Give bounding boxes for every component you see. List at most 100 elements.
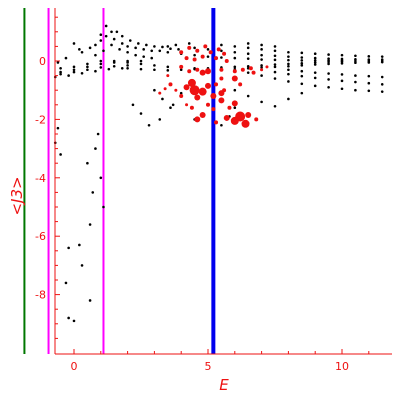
data-point — [56, 126, 60, 130]
data-point — [126, 45, 129, 48]
data-point — [112, 37, 116, 41]
data-point — [166, 69, 170, 72]
data-point — [313, 63, 317, 66]
data-point — [260, 43, 263, 47]
data-point — [354, 88, 357, 92]
data-point — [150, 56, 154, 60]
data-point — [380, 83, 384, 86]
highlight-point — [192, 57, 197, 62]
data-point — [354, 57, 357, 61]
data-point — [139, 59, 143, 63]
data-point — [233, 65, 237, 69]
data-point — [260, 48, 263, 51]
data-point — [287, 62, 290, 66]
data-point — [246, 42, 250, 45]
data-point — [139, 62, 143, 66]
data-point — [99, 33, 103, 37]
data-point — [300, 62, 304, 65]
data-point — [112, 59, 116, 63]
data-point — [260, 100, 263, 104]
data-point — [99, 176, 103, 180]
data-point — [246, 52, 250, 55]
data-point — [59, 153, 62, 156]
data-point — [354, 80, 357, 84]
y-tick-label: -4 — [35, 172, 46, 185]
highlight-point — [245, 112, 252, 119]
data-point — [161, 97, 164, 101]
data-point — [327, 85, 330, 89]
data-point — [86, 161, 89, 165]
highlight-point — [222, 51, 227, 56]
data-point — [287, 58, 290, 62]
data-point — [313, 84, 317, 88]
data-point — [166, 50, 170, 54]
data-point — [134, 53, 137, 57]
highlight-point — [216, 47, 221, 52]
highlight-point — [208, 50, 213, 55]
data-point — [287, 50, 290, 54]
y-tick-label: 0 — [39, 55, 46, 68]
highlight-point — [199, 112, 206, 119]
data-point — [273, 49, 277, 53]
data-point — [126, 61, 129, 64]
highlight-point — [214, 82, 219, 87]
data-point — [88, 223, 92, 226]
highlight-point — [179, 64, 184, 69]
data-point — [300, 56, 304, 59]
highlight-point — [260, 68, 264, 72]
data-point — [56, 61, 60, 64]
data-point — [246, 46, 250, 50]
data-point — [246, 64, 250, 68]
data-point — [179, 68, 183, 72]
data-point — [94, 147, 97, 150]
data-point — [273, 45, 277, 48]
data-point — [380, 75, 384, 79]
data-point — [147, 123, 151, 127]
data-point — [107, 67, 111, 71]
data-point — [187, 42, 191, 45]
highlight-point — [219, 76, 224, 81]
data-point — [86, 62, 89, 66]
data-point — [126, 67, 129, 70]
highlight-point — [187, 45, 192, 50]
data-point — [80, 50, 84, 54]
data-point — [153, 68, 156, 72]
data-point — [99, 39, 103, 42]
data-point — [300, 51, 304, 55]
highlight-point — [205, 68, 211, 75]
data-point — [220, 49, 223, 53]
data-point — [367, 61, 371, 64]
data-point — [206, 55, 210, 58]
data-point — [128, 39, 132, 42]
x-tick-label: 10 — [335, 360, 349, 373]
data-point — [99, 62, 103, 66]
data-point — [153, 45, 156, 48]
y-ticks: 0 -2 -4 -6 -8 — [35, 16, 60, 339]
data-point — [300, 64, 304, 67]
x-axis-title: E — [219, 376, 229, 394]
highlight-point — [240, 67, 245, 72]
highlight-point — [187, 69, 192, 74]
data-point — [260, 53, 263, 57]
data-point — [220, 56, 223, 59]
data-point — [104, 34, 108, 38]
data-point — [158, 118, 162, 121]
highlight-point — [166, 74, 170, 78]
data-point — [273, 54, 277, 58]
highlight-point — [218, 90, 225, 97]
data-point — [94, 43, 97, 47]
data-point — [80, 264, 84, 267]
data-point — [367, 89, 371, 93]
data-point — [78, 243, 81, 247]
data-point — [340, 62, 344, 65]
data-point — [193, 53, 196, 57]
data-point — [59, 72, 62, 76]
data-point — [327, 72, 330, 75]
data-point — [67, 74, 70, 77]
data-point — [354, 54, 357, 58]
data-point — [67, 316, 70, 320]
data-point — [340, 79, 344, 83]
data-point — [72, 42, 76, 45]
data-point — [340, 73, 344, 76]
data-point — [367, 81, 371, 85]
